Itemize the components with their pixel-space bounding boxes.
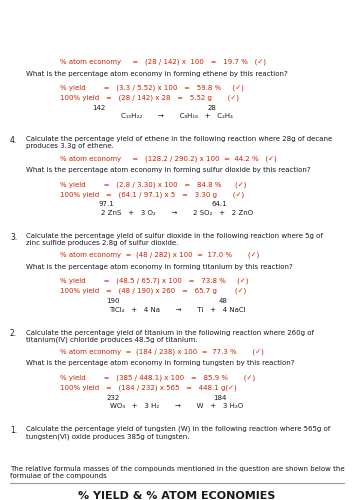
Text: Calculate the percentage yield of sulfur dioxide in the following reaction where: Calculate the percentage yield of sulfur… [26, 233, 323, 246]
Text: What is the percentage atom economy in forming tungsten by this reaction?: What is the percentage atom economy in f… [26, 360, 295, 366]
Text: % yield        =   (48.5 / 65.7) x 100   =   73.8 %     (✓): % yield = (48.5 / 65.7) x 100 = 73.8 % (… [60, 278, 249, 284]
Text: 3.: 3. [10, 233, 17, 242]
Text: What is the percentage atom economy in forming sulfur dioxide by this reaction?: What is the percentage atom economy in f… [26, 168, 311, 173]
Text: 100% yield   =   (28 / 142) x 28   =   5.52 g       (✓): 100% yield = (28 / 142) x 28 = 5.52 g (✓… [60, 95, 239, 102]
Text: 142: 142 [92, 105, 106, 111]
Text: 4.: 4. [10, 136, 17, 145]
Text: % atom economy  =  (48 / 282) x 100  =  17.0 %       (✓): % atom economy = (48 / 282) x 100 = 17.0… [60, 252, 259, 258]
Text: What is the percentage atom economy in forming ethene by this reaction?: What is the percentage atom economy in f… [26, 71, 288, 77]
Text: 64.1: 64.1 [212, 202, 227, 207]
Text: 97.1: 97.1 [98, 202, 114, 207]
Text: What is the percentage atom economy in forming titanium by this reaction?: What is the percentage atom economy in f… [26, 264, 293, 270]
Text: 2.: 2. [10, 330, 17, 338]
Text: 232: 232 [107, 394, 120, 400]
Text: C₁₀H₂₂       →       C₈H₁₈   +   C₂H₄: C₁₀H₂₂ → C₈H₁₈ + C₂H₄ [121, 114, 233, 119]
Text: 2 ZnS   +   3 O₂       →       2 SO₂   +   2 ZnO: 2 ZnS + 3 O₂ → 2 SO₂ + 2 ZnO [101, 210, 253, 216]
Text: % yield        =   (385 / 448.1) x 100   =   85.9 %       (✓): % yield = (385 / 448.1) x 100 = 85.9 % (… [60, 374, 255, 381]
Text: 100% yield   =   (48 / 190) x 260   =   65.7 g        (✓): 100% yield = (48 / 190) x 260 = 65.7 g (… [60, 288, 246, 294]
Text: 28: 28 [208, 105, 217, 111]
Text: % YIELD & % ATOM ECONOMIES: % YIELD & % ATOM ECONOMIES [78, 491, 276, 500]
Text: % yield        =   (3.3 / 5.52) x 100   =   59.8 %     (✓): % yield = (3.3 / 5.52) x 100 = 59.8 % (✓… [60, 85, 244, 91]
Text: 1.: 1. [10, 426, 17, 435]
Text: % atom economy  =  (184 / 238) x 100  =  77.3 %       (✓): % atom economy = (184 / 238) x 100 = 77.… [60, 348, 264, 355]
Text: Calculate the percentage yield of tungsten (W) in the following reaction where 5: Calculate the percentage yield of tungst… [26, 426, 330, 440]
Text: 184: 184 [213, 394, 226, 400]
Text: 48: 48 [218, 298, 228, 304]
Text: Calculate the percentage yield of titanium in the following reaction where 260g : Calculate the percentage yield of titani… [26, 330, 314, 343]
Text: 100% yield   =   (64.1 / 97.1) x 5   =   3.30 g       (✓): 100% yield = (64.1 / 97.1) x 5 = 3.30 g … [60, 192, 244, 198]
Text: 100% yield   =   (184 / 232) x 565   =   448.1 g(✓): 100% yield = (184 / 232) x 565 = 448.1 g… [60, 384, 237, 391]
Text: TiCl₄   +   4 Na       →       Ti   +   4 NaCl: TiCl₄ + 4 Na → Ti + 4 NaCl [109, 306, 245, 312]
Text: 190: 190 [107, 298, 120, 304]
Text: The relative formula masses of the compounds mentioned in the question are shown: The relative formula masses of the compo… [10, 466, 344, 479]
Text: % atom economy     =   (128.2 / 290.2) x 100  =  44.2 %   (✓): % atom economy = (128.2 / 290.2) x 100 =… [60, 156, 277, 162]
Text: WO₃   +   3 H₂       →       W   +   3 H₂O: WO₃ + 3 H₂ → W + 3 H₂O [110, 403, 244, 409]
Text: Calculate the percentage yield of ethene in the following reaction where 28g of : Calculate the percentage yield of ethene… [26, 136, 332, 149]
Text: % yield        =   (2.8 / 3.30) x 100   =   84.8 %      (✓): % yield = (2.8 / 3.30) x 100 = 84.8 % (✓… [60, 182, 246, 188]
Text: % atom economy     =   (28 / 142) x  100   =   19.7 %   (✓): % atom economy = (28 / 142) x 100 = 19.7… [60, 59, 266, 66]
